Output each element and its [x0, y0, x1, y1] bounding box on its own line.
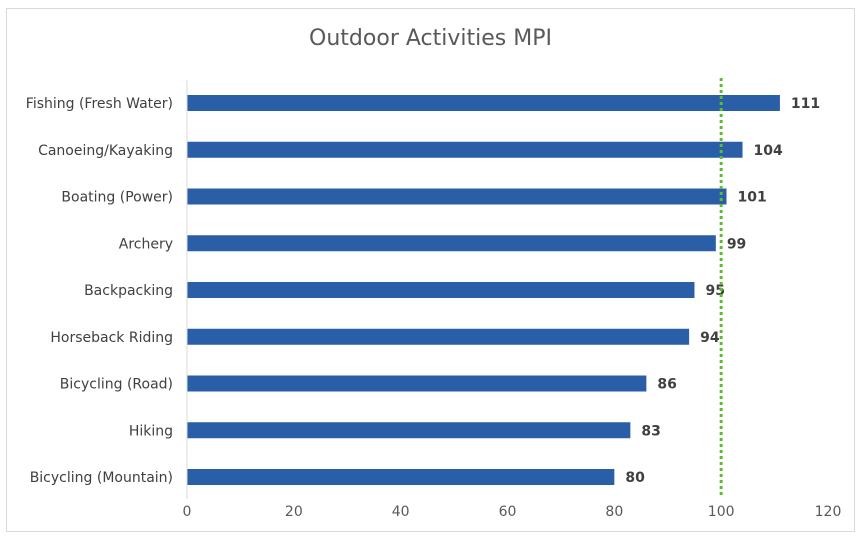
data-label: 80 [625, 470, 645, 486]
bar [187, 328, 690, 345]
data-label: 83 [641, 423, 660, 439]
bar [187, 282, 695, 298]
category-label: Canoeing/Kayaking [38, 143, 173, 159]
category-label: Fishing (Fresh Water) [26, 96, 173, 112]
x-tick-label: 0 [183, 504, 192, 520]
data-label: 101 [738, 190, 767, 206]
bar [187, 375, 647, 392]
category-labels: Fishing (Fresh Water) Canoeing/Kayaking Bo… [26, 96, 173, 486]
chart-title: Outdoor Activities MPI [309, 26, 552, 51]
data-label: 104 [754, 143, 783, 159]
bar [187, 188, 727, 205]
x-axis-ticks: 0 20 40 60 80 100 120 [183, 80, 842, 520]
category-label: Bicycling (Mountain) [30, 470, 173, 486]
category-label: Backpacking [84, 283, 173, 299]
data-label: 111 [791, 96, 820, 112]
category-label: Boating (Power) [61, 190, 173, 206]
bar [187, 95, 780, 111]
category-label: Hiking [129, 423, 173, 439]
x-tick-label: 60 [499, 504, 517, 520]
bars-group [187, 95, 780, 485]
data-label: 86 [657, 377, 676, 393]
bar [187, 422, 631, 439]
x-tick-label: 100 [708, 504, 735, 520]
category-label: Bicycling (Road) [60, 377, 173, 393]
bar [187, 141, 743, 158]
data-label: 99 [727, 236, 746, 252]
category-label: Archery [119, 236, 173, 252]
x-tick-label: 120 [815, 504, 842, 520]
x-tick-label: 40 [392, 504, 410, 520]
x-tick-label: 20 [285, 504, 303, 520]
bar [187, 469, 615, 485]
bar [187, 235, 716, 252]
category-label: Horseback Riding [50, 330, 173, 346]
x-tick-label: 80 [605, 504, 623, 520]
data-label: 94 [700, 330, 720, 346]
